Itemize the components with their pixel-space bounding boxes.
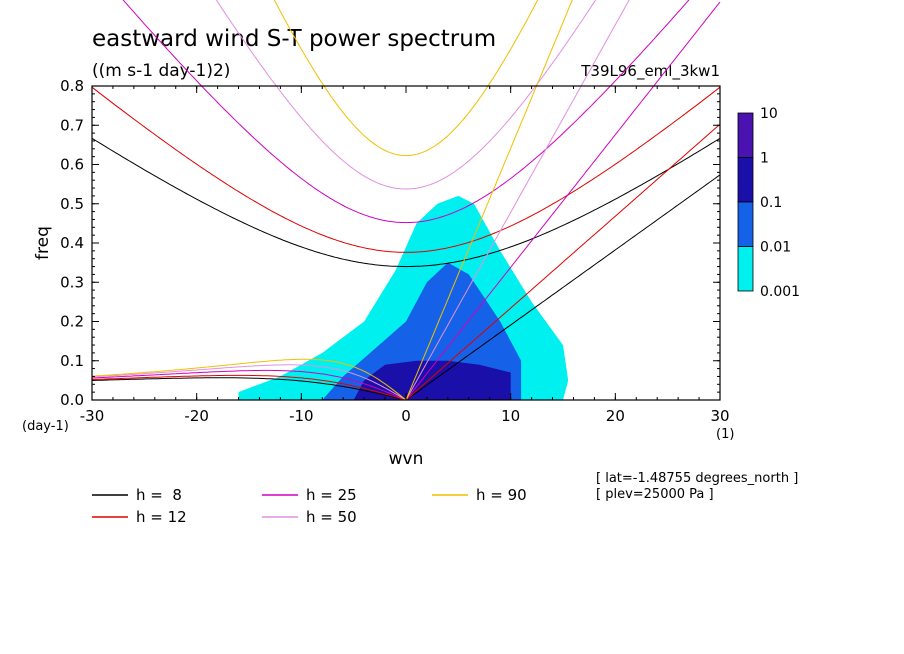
y-tick-label: 0.1 [60,352,84,370]
y-tick-label: 0.5 [60,195,84,213]
y-tick-label: 0.7 [60,116,84,134]
curve-segment [91,358,407,401]
info-line-plev: [ plev=25000 Pa ] [596,487,714,502]
x-tick-label: 0 [401,407,411,425]
legend-item: h = 50 [262,508,357,526]
legend-item: h = 8 [92,486,182,504]
run-label: T39L96_eml_3kw1 [580,62,720,81]
colorbar: 10 1 0.1 0.01 0.001 [737,106,800,300]
colorbar-swatch [737,201,754,247]
dispersion-curve-h8 [91,137,721,401]
y-tick-label: 0.8 [60,77,84,95]
x-tick-label: 30 [710,407,729,425]
colorbar-swatch [737,157,754,203]
legend-item: h = 12 [92,508,187,526]
y-axis-label: freq [33,226,53,260]
legend-label: h = 25 [306,486,357,504]
chart-title: eastward wind S-T power spectrum [92,26,496,52]
curve-segment [405,174,721,401]
info-line-lat: [ lat=-1.48755 degrees_north ] [596,471,798,486]
colorbar-label: 0.1 [760,195,782,211]
colorbar-swatch [737,246,754,292]
dispersion-curves [91,0,721,401]
x-tick-label: 20 [606,407,625,425]
curve-segment [122,0,690,224]
colorbar-label: 1 [760,151,769,167]
curve-segment [91,364,407,401]
power-shading [238,195,569,400]
curve-segment [405,0,630,401]
curve-segment [273,0,539,157]
curve-segment [91,369,407,401]
x-tick-label: -30 [80,407,105,425]
curve-segment [405,123,721,401]
plot-area: -30 -20 -10 0 10 20 30 0.0 0.1 0.2 0.3 0.4 0.5 0.6 0.7… [60,0,730,425]
colorbar-swatch [737,112,754,158]
colorbar-label: 0.01 [760,240,791,256]
legend-label: h = 50 [306,508,357,526]
dispersion-curve-h12 [91,86,721,401]
curve-segment [405,1,721,401]
dispersion-curve-h90 [91,0,573,401]
curve-segment [91,374,407,401]
y-tick-label: 0.3 [60,273,84,291]
x-axis-label: wvn [389,449,424,469]
axis-ticks: -30 -20 -10 0 10 20 30 0.0 0.1 0.2 0.3 0.4 0.5 0.6 0.7… [60,77,729,425]
colorbar-label: 10 [760,106,778,122]
dispersion-curve-h25 [91,0,721,401]
legend: h = 8 h = 12 h = 25 h = 50 h = 90 [92,486,527,526]
legend-label: h = 12 [136,508,187,526]
curve-segment [91,137,721,268]
legend-label: h = 90 [476,486,527,504]
curve-segment [91,86,721,253]
x-tick-label: -20 [184,407,209,425]
curve-segment [91,377,407,401]
x-tick-label: -10 [289,407,314,425]
chart-subtitle: ((m s-1 day-1)2) [92,61,230,81]
y-tick-label: 0.0 [60,391,84,409]
y-tick-label: 0.4 [60,234,84,252]
y-tick-label: 0.6 [60,156,84,174]
y-axis-unit: (day-1) [22,419,69,434]
dispersion-curve-h50 [91,0,630,401]
colorbar-label: 0.001 [760,284,800,300]
legend-item: h = 25 [262,486,357,504]
y-tick-label: 0.2 [60,313,84,331]
curve-segment [405,0,573,401]
x-tick-label: 10 [501,407,520,425]
curve-segment [215,0,597,190]
legend-item: h = 90 [432,486,527,504]
legend-label: h = 8 [136,486,182,504]
x-axis-unit: (1) [716,427,734,442]
